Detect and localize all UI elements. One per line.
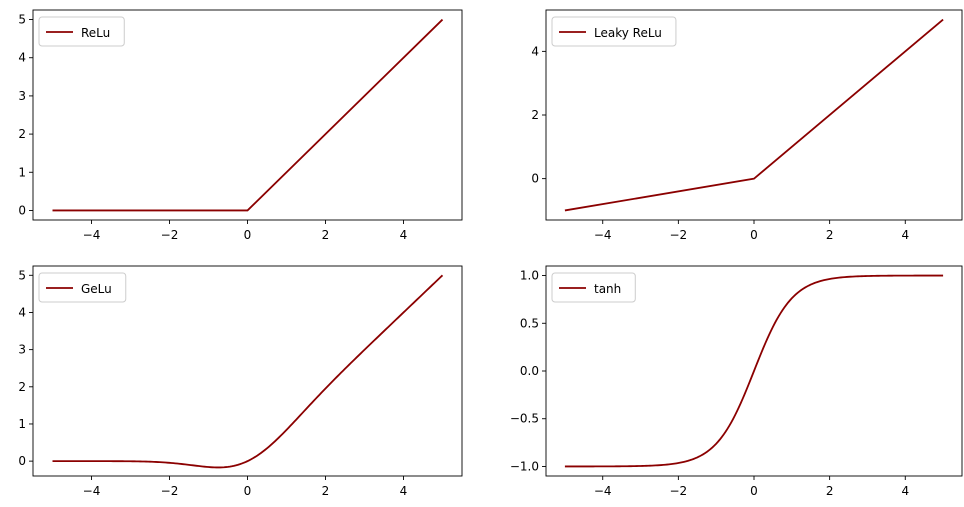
x-tick-label: 0 (750, 228, 758, 242)
x-tick-label: −4 (594, 484, 612, 498)
series-line (52, 274, 444, 469)
legend-label: GeLu (81, 282, 112, 296)
y-tick-label: 0.0 (520, 364, 539, 378)
y-tick-label: 1.0 (520, 269, 539, 283)
y-tick-label: 3 (18, 89, 26, 103)
x-tick-label: 0 (244, 484, 252, 498)
y-tick-label: −0.5 (510, 412, 539, 426)
x-tick-label: 4 (901, 228, 909, 242)
y-tick-label: 4 (18, 51, 26, 65)
legend-label: Leaky ReLu (594, 26, 662, 40)
x-tick-label: 2 (322, 484, 330, 498)
y-tick-label: 0.5 (520, 316, 539, 330)
y-tick-label: 5 (18, 268, 26, 282)
subplot-4: −4 −2 0 2 4 −1.0 −0.5 0.0 0.5 1.0 tanh (510, 265, 963, 498)
x-tick-label: 0 (244, 228, 252, 242)
legend-label: tanh (594, 282, 621, 296)
x-tick-label: 2 (826, 484, 834, 498)
x-tick-label: 2 (322, 228, 330, 242)
legend: ReLu (38, 16, 125, 47)
subplot-1: −4 −2 0 2 4 0 1 2 3 4 5 ReLu (18, 9, 463, 242)
legend-box (551, 16, 677, 47)
y-tick-label: 2 (531, 108, 539, 122)
x-tick-label: −2 (670, 228, 688, 242)
x-tick-label: 0 (750, 484, 758, 498)
y-tick-label: −1.0 (510, 459, 539, 473)
x-tick-label: −4 (594, 228, 612, 242)
y-tick-label: 4 (531, 44, 539, 58)
y-tick-label: 2 (18, 380, 26, 394)
legend: Leaky ReLu (551, 16, 677, 47)
y-tick-label: 1 (18, 165, 26, 179)
series-line (564, 18, 944, 212)
y-tick-label: 5 (18, 13, 26, 27)
y-tick-label: 1 (18, 417, 26, 431)
y-tick-label: 0 (531, 172, 539, 186)
y-tick-label: 4 (18, 305, 26, 319)
series-line (52, 18, 444, 212)
x-tick-label: 2 (826, 228, 834, 242)
x-tick-label: 4 (400, 228, 408, 242)
x-tick-label: −4 (83, 228, 101, 242)
y-tick-label: 0 (18, 203, 26, 217)
subplot-2: −4 −2 0 2 4 0 2 4 Leaky ReLu (531, 9, 963, 242)
series-line (564, 274, 944, 468)
y-tick-label: 0 (18, 454, 26, 468)
subplot-3: −4 −2 0 2 4 0 1 2 3 4 5 GeLu (18, 265, 463, 498)
x-tick-label: −2 (161, 228, 179, 242)
x-tick-label: 4 (400, 484, 408, 498)
x-tick-label: 4 (901, 484, 909, 498)
y-tick-label: 2 (18, 127, 26, 141)
legend: tanh (551, 272, 636, 303)
x-tick-label: −2 (161, 484, 179, 498)
y-tick-label: 3 (18, 343, 26, 357)
x-tick-label: −4 (83, 484, 101, 498)
legend-box (551, 272, 636, 303)
legend: GeLu (38, 272, 127, 303)
x-tick-label: −2 (670, 484, 688, 498)
legend-box (38, 16, 125, 47)
legend-box (38, 272, 127, 303)
legend-label: ReLu (81, 26, 110, 40)
